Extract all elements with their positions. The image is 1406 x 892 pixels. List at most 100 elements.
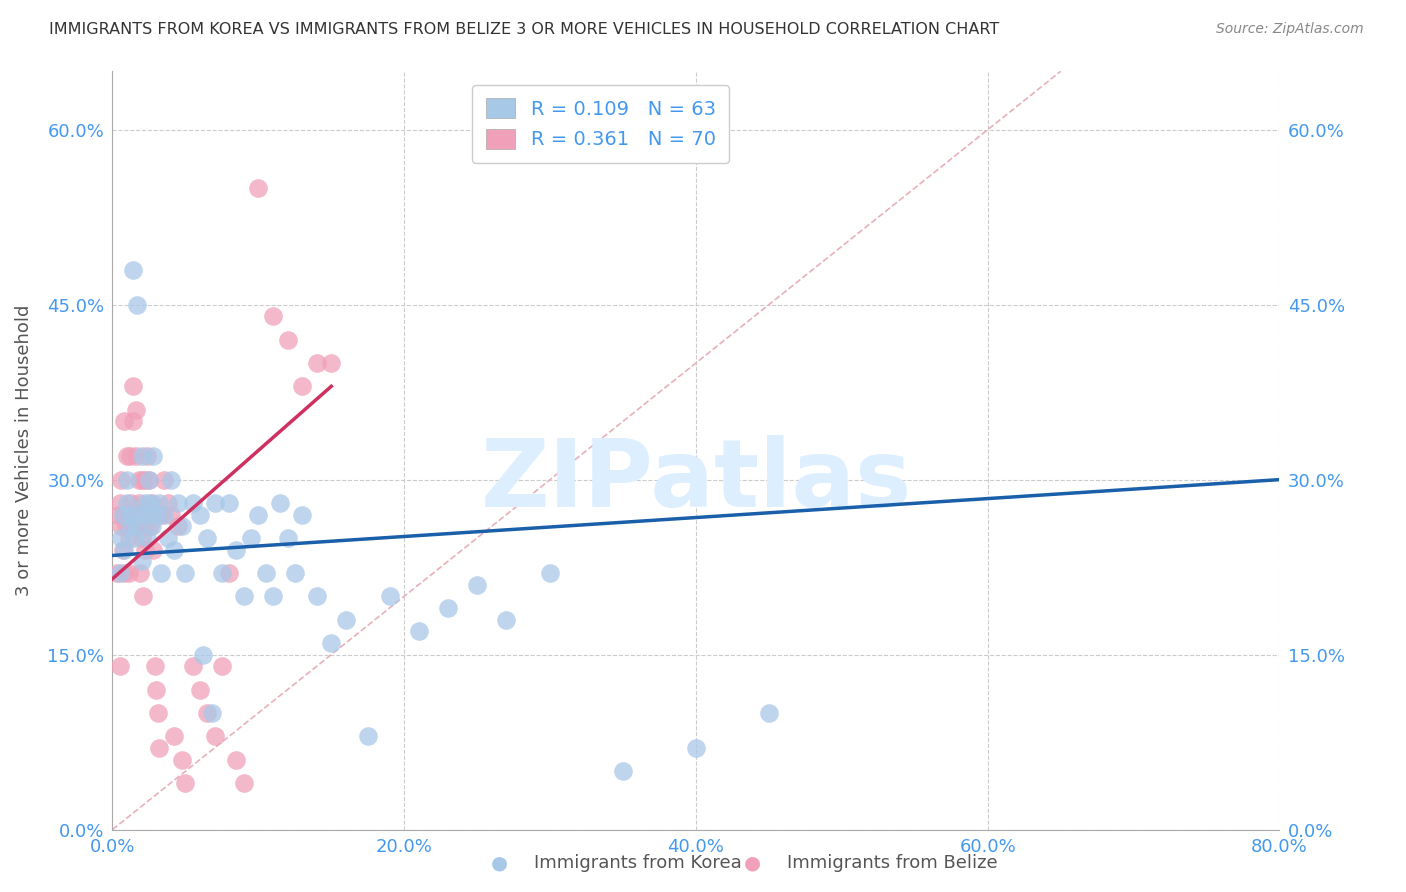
Point <box>120 496 142 510</box>
Point <box>115 496 138 510</box>
Legend: R = 0.109   N = 63, R = 0.361   N = 70: R = 0.109 N = 63, R = 0.361 N = 70 <box>472 85 730 163</box>
Point <box>149 566 172 580</box>
Point <box>120 508 142 522</box>
Point <box>117 531 139 545</box>
Point <box>291 508 314 522</box>
Point <box>111 542 134 557</box>
Point <box>163 729 186 743</box>
Point <box>335 613 357 627</box>
Point <box>612 764 634 779</box>
Text: Source: ZipAtlas.com: Source: ZipAtlas.com <box>1216 22 1364 37</box>
Point <box>262 310 284 324</box>
Point <box>127 519 149 533</box>
Point <box>122 414 145 428</box>
Point <box>118 450 141 464</box>
Point <box>138 473 160 487</box>
Point <box>131 531 153 545</box>
Point <box>321 356 343 370</box>
Point <box>240 531 263 545</box>
Point <box>110 473 132 487</box>
Point <box>122 379 145 393</box>
Point <box>291 379 314 393</box>
Point <box>201 706 224 720</box>
Point <box>305 589 328 603</box>
Point <box>128 496 150 510</box>
Point <box>125 402 148 417</box>
Point <box>145 508 167 522</box>
Point <box>225 753 247 767</box>
Point <box>118 519 141 533</box>
Point <box>758 706 780 720</box>
Point <box>174 776 197 790</box>
Point <box>211 659 233 673</box>
Text: Immigrants from Belize: Immigrants from Belize <box>787 855 998 872</box>
Point <box>148 740 170 755</box>
Point <box>139 496 162 510</box>
Point <box>134 473 156 487</box>
Point <box>114 508 136 522</box>
Point <box>218 566 240 580</box>
Point <box>111 508 134 522</box>
Point <box>141 519 163 533</box>
Point <box>132 508 155 522</box>
Point <box>111 508 134 522</box>
Point <box>112 566 135 580</box>
Point <box>117 566 139 580</box>
Point <box>142 542 165 557</box>
Point <box>305 356 328 370</box>
Point <box>128 508 150 522</box>
Point <box>145 682 167 697</box>
Point <box>132 589 155 603</box>
Point <box>160 473 183 487</box>
Point <box>357 729 380 743</box>
Point <box>149 508 172 522</box>
Point <box>114 519 136 533</box>
Point <box>172 519 194 533</box>
Point <box>115 508 138 522</box>
Point <box>125 450 148 464</box>
Point <box>129 566 152 580</box>
Point <box>188 508 211 522</box>
Point <box>125 519 148 533</box>
Point <box>131 473 153 487</box>
Point <box>129 508 152 522</box>
Point <box>188 682 211 697</box>
Point <box>127 298 149 312</box>
Point <box>465 577 488 591</box>
Point <box>108 496 131 510</box>
Point <box>127 508 149 522</box>
Point <box>135 508 157 522</box>
Y-axis label: 3 or more Vehicles in Household: 3 or more Vehicles in Household <box>15 305 34 596</box>
Point <box>167 496 190 510</box>
Point <box>152 508 174 522</box>
Point <box>495 613 517 627</box>
Point <box>174 566 197 580</box>
Point <box>247 508 270 522</box>
Point <box>685 740 707 755</box>
Point <box>172 753 194 767</box>
Point <box>218 496 240 510</box>
Point <box>538 566 561 580</box>
Point <box>141 496 163 510</box>
Point <box>124 508 146 522</box>
Point <box>131 450 153 464</box>
Point <box>120 519 142 533</box>
Point <box>115 450 138 464</box>
Point <box>156 531 179 545</box>
Point <box>118 508 141 522</box>
Point <box>107 508 129 522</box>
Point <box>232 776 254 790</box>
Point <box>254 566 277 580</box>
Point <box>195 706 218 720</box>
Point <box>181 496 204 510</box>
Point <box>134 496 156 510</box>
Point <box>321 636 343 650</box>
Point <box>152 473 174 487</box>
Point <box>284 566 307 580</box>
Point <box>167 519 190 533</box>
Point <box>276 531 298 545</box>
Point <box>232 589 254 603</box>
Point <box>122 262 145 277</box>
Point <box>108 566 131 580</box>
Text: IMMIGRANTS FROM KOREA VS IMMIGRANTS FROM BELIZE 3 OR MORE VEHICLES IN HOUSEHOLD : IMMIGRANTS FROM KOREA VS IMMIGRANTS FROM… <box>49 22 1000 37</box>
